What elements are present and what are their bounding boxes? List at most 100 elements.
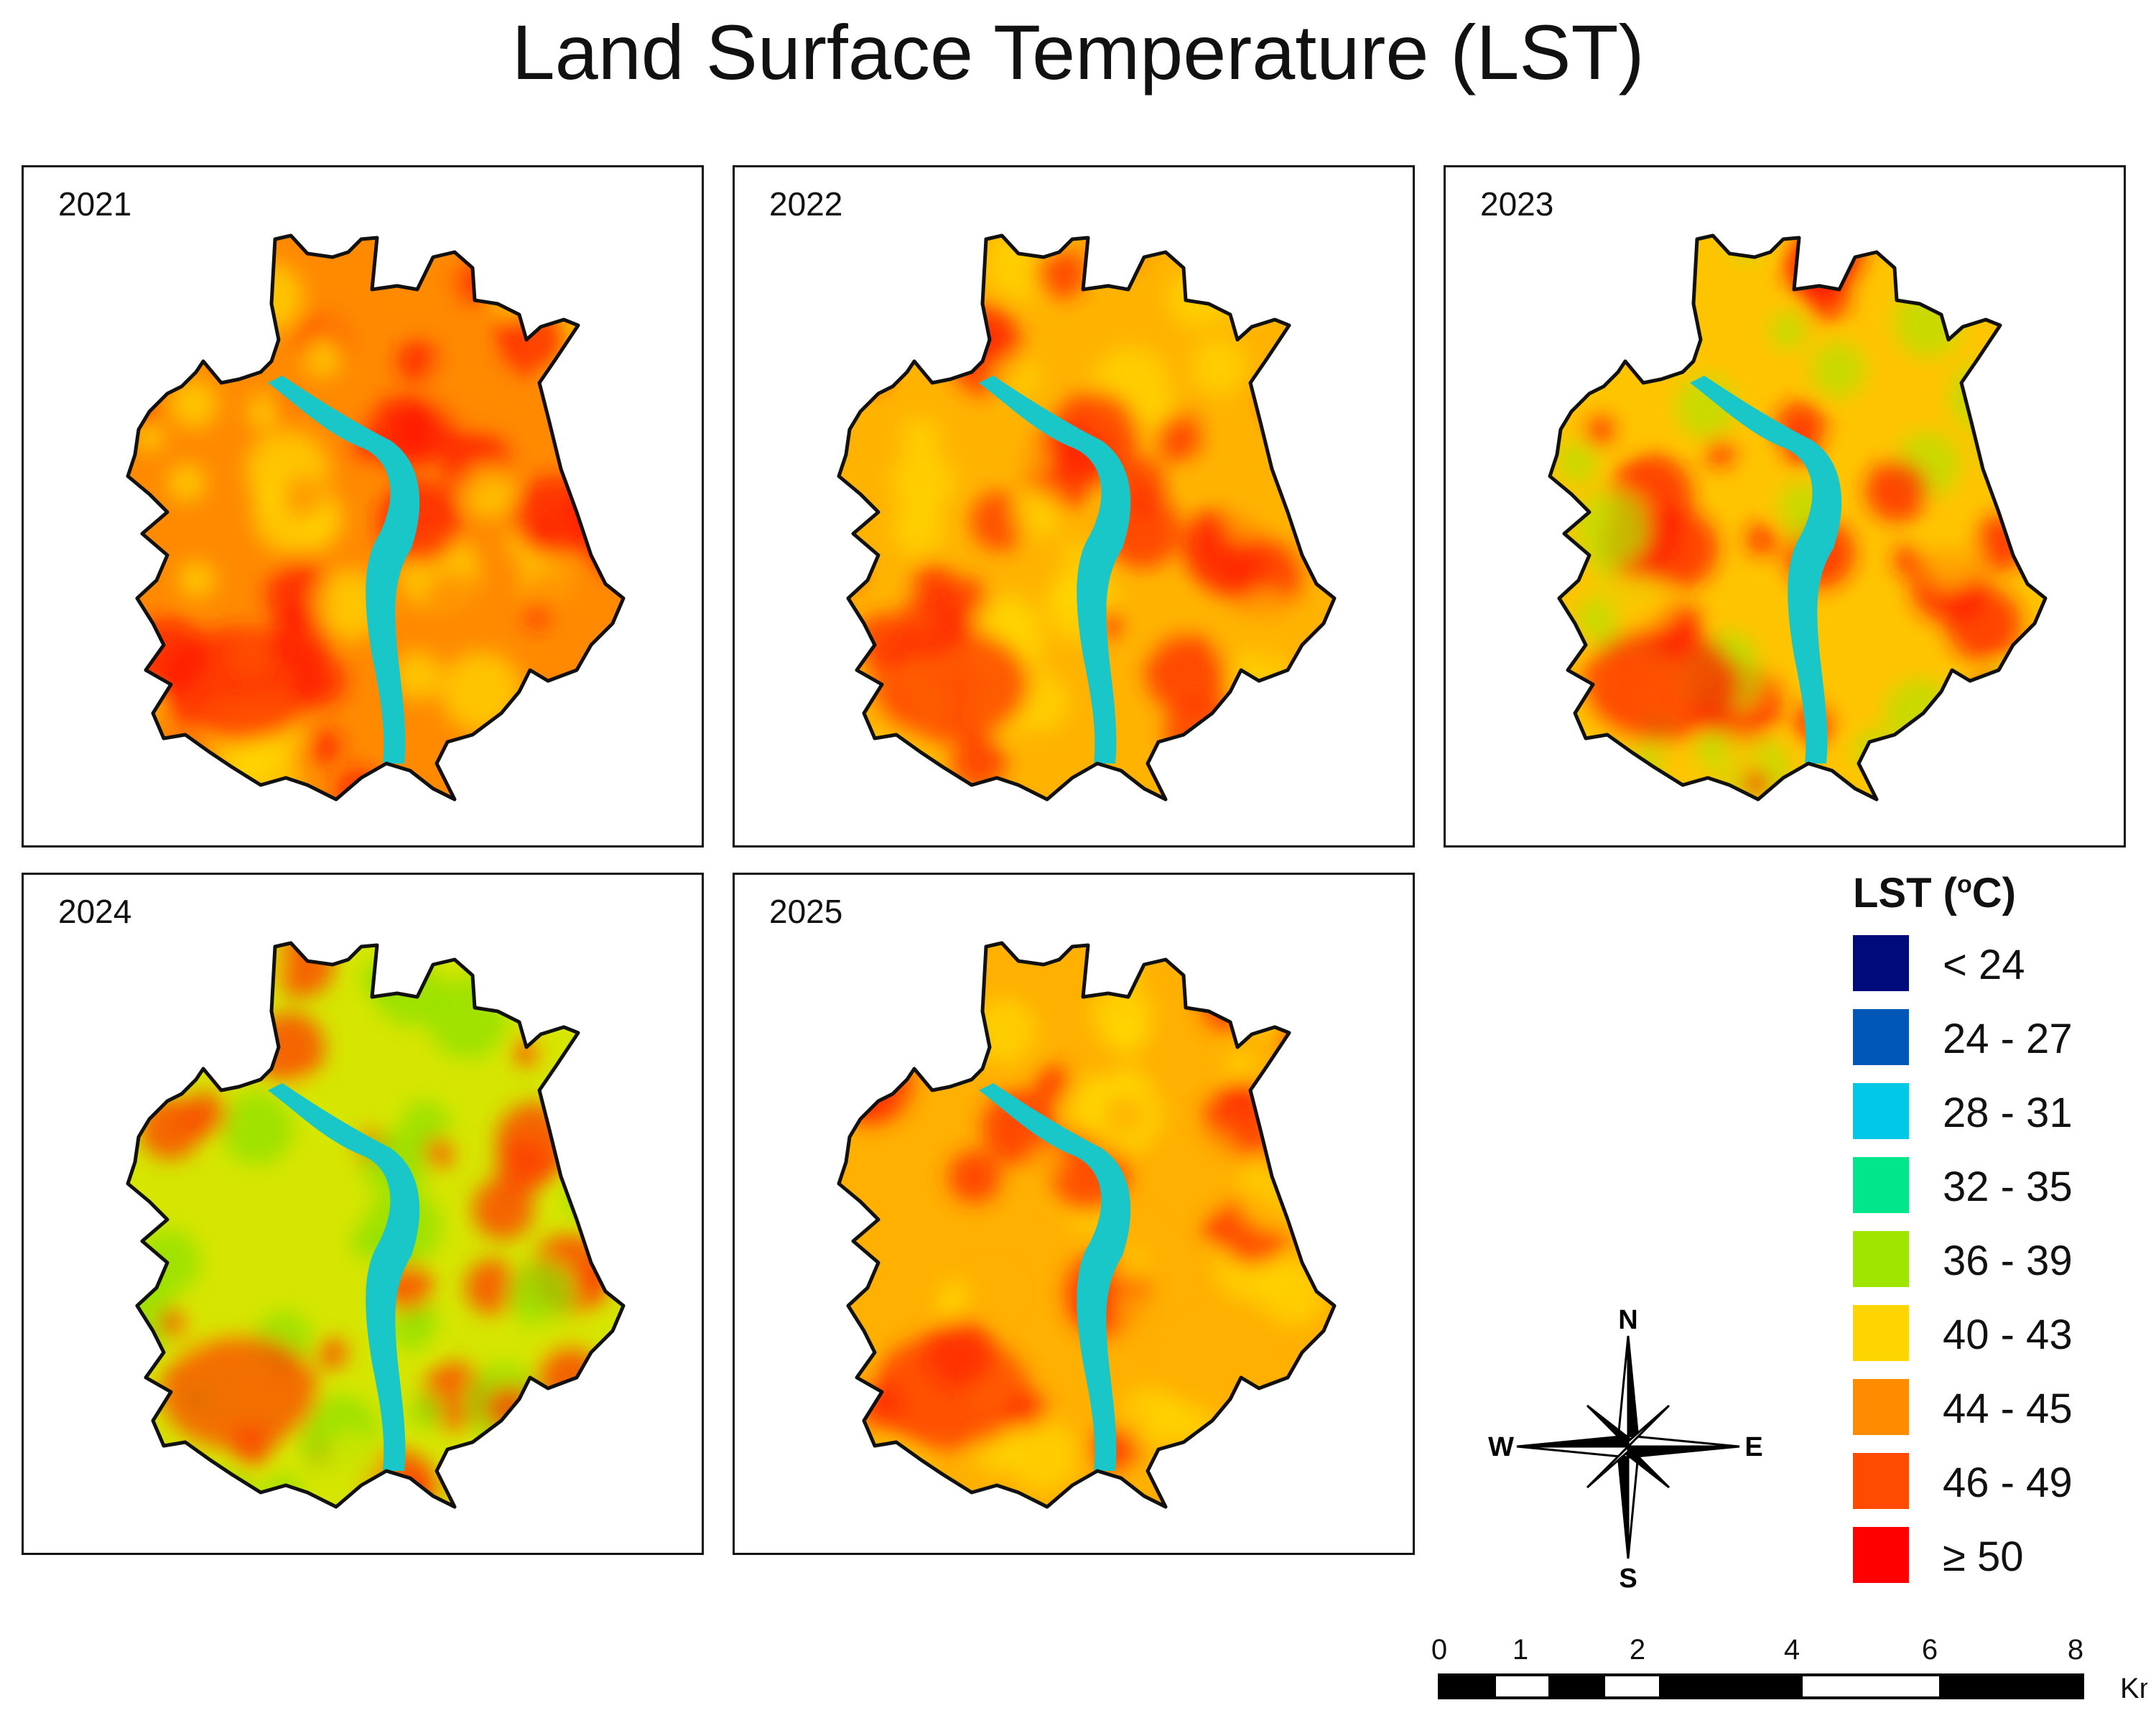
lst-patch xyxy=(892,503,944,556)
lst-patch xyxy=(1706,438,1735,468)
lst-patch xyxy=(1893,287,1964,358)
river xyxy=(979,376,1131,763)
lst-patch xyxy=(456,1470,483,1497)
lst-patch xyxy=(175,778,204,799)
lst-patch xyxy=(913,986,965,1039)
legend-swatch xyxy=(1853,1009,1909,1065)
lst-patch xyxy=(839,554,862,590)
lst-patch xyxy=(1989,236,2045,302)
lst-patch xyxy=(850,1084,890,1123)
lst-patch xyxy=(465,1259,520,1314)
lst-patch xyxy=(952,735,1006,789)
river xyxy=(268,376,420,763)
lst-patch xyxy=(1213,245,1275,307)
panel-year-label: 2024 xyxy=(58,893,132,930)
lst-hot-zone xyxy=(160,627,318,742)
lst-patch xyxy=(1031,1145,1064,1179)
lst-patch xyxy=(241,1266,275,1301)
lst-patch xyxy=(406,1050,432,1077)
lst-patch xyxy=(203,1471,254,1507)
lst-patch xyxy=(524,602,552,629)
lst-patch xyxy=(128,943,178,982)
lst-patch xyxy=(148,311,199,362)
panel-year-label: 2021 xyxy=(58,185,132,223)
map-panel-2023: 2023 xyxy=(1444,165,2126,848)
scale-tick-label: 6 xyxy=(1922,1634,1938,1666)
legend-label: 36 - 39 xyxy=(1943,1238,2073,1284)
lst-patch xyxy=(874,285,929,340)
lst-patch xyxy=(526,943,576,976)
lst-patch xyxy=(2012,239,2045,280)
lst-patch xyxy=(167,463,206,502)
lst-patch xyxy=(1268,1068,1297,1096)
lst-patch xyxy=(392,651,442,701)
compass-n-label: N xyxy=(1618,1305,1637,1335)
lst-patch xyxy=(1231,590,1302,662)
scale-tick-label: 8 xyxy=(2068,1634,2083,1666)
lst-patch xyxy=(1260,1396,1321,1457)
lst-patch xyxy=(282,475,325,519)
lst-patch xyxy=(159,1309,187,1337)
scale-bar: 0 1 2 4 6 8 Km xyxy=(1431,1634,2147,1704)
scale-unit-label: Km xyxy=(2120,1673,2147,1704)
lst-patch xyxy=(1162,1442,1220,1500)
lst-patch xyxy=(1722,736,1761,775)
river xyxy=(268,1083,420,1471)
lst-patch xyxy=(1241,952,1298,1010)
lst-patch xyxy=(1820,675,1861,716)
legend-swatch xyxy=(1853,935,1909,991)
lst-patch xyxy=(2009,427,2045,484)
lst-map-2022 xyxy=(837,233,1337,802)
boundary-outline xyxy=(837,233,1337,802)
map-title: Land Surface Temperature (LST) xyxy=(511,9,1645,96)
map-panel-2025: 2025 xyxy=(733,873,1415,1555)
lst-patch xyxy=(863,943,936,1007)
lst-patch xyxy=(550,739,581,770)
legend-title: LST (oC) xyxy=(1853,870,2016,916)
legend-label: 44 - 45 xyxy=(1943,1385,2073,1432)
lst-patch xyxy=(578,1177,621,1220)
lst-patch xyxy=(1291,1180,1334,1258)
lst-patch xyxy=(1614,236,1686,288)
lst-patch xyxy=(1280,943,1322,979)
lst-patch xyxy=(409,1393,445,1429)
lst-patch xyxy=(1865,459,1929,522)
lst-patch xyxy=(335,768,382,799)
lst-patch xyxy=(1964,288,2043,368)
scale-tick-label: 1 xyxy=(1513,1634,1528,1666)
lst-patch xyxy=(1575,595,1617,638)
lst-patch xyxy=(128,341,159,394)
lst-patch xyxy=(1584,412,1618,446)
lst-patch xyxy=(1892,545,1923,575)
lst-patch xyxy=(1174,1319,1258,1404)
lst-patch xyxy=(1012,488,1061,539)
lst-patch xyxy=(1036,248,1087,299)
lst-patch xyxy=(421,570,484,633)
lst-patch xyxy=(169,380,218,428)
lst-patch xyxy=(1979,430,2019,470)
lst-patch xyxy=(581,1042,623,1087)
lst-patch xyxy=(512,475,595,558)
lst-patch xyxy=(1008,1420,1079,1492)
legend-swatch xyxy=(1853,1157,1909,1213)
lst-patch xyxy=(970,998,1037,1064)
river xyxy=(979,1083,1131,1471)
lst-patch xyxy=(1035,1065,1072,1102)
lst-patch xyxy=(1224,478,1297,551)
lst-patch xyxy=(1923,529,1979,585)
lst-patch xyxy=(1614,268,1663,317)
north-arrow-compass: N S W E xyxy=(1488,1305,1763,1594)
lst-patch xyxy=(496,1139,552,1194)
lst-patch xyxy=(525,659,594,728)
legend-label: 28 - 31 xyxy=(1943,1090,2073,1136)
lst-patch xyxy=(1550,770,1599,799)
lst-map-2024 xyxy=(126,941,626,1509)
lst-patch xyxy=(134,422,164,452)
compass-w-label: W xyxy=(1488,1432,1514,1462)
legend-swatch xyxy=(1853,1379,1909,1435)
lst-patch xyxy=(982,1090,1058,1166)
lst-patch xyxy=(128,774,175,799)
lst-patch xyxy=(529,515,558,544)
lst-patch xyxy=(575,236,623,279)
lst-patch xyxy=(321,1432,385,1495)
